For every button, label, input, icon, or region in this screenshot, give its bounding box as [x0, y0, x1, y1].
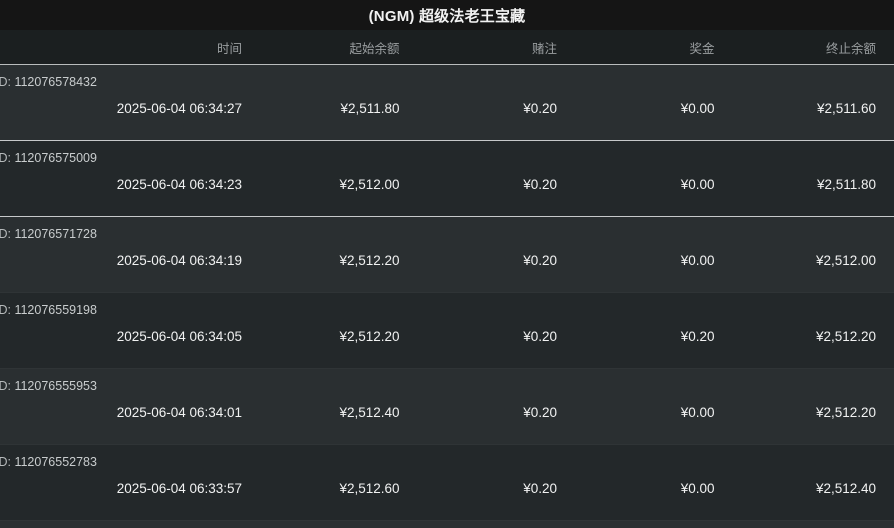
title-bar: (NGM) 超级法老王宝藏	[0, 0, 894, 30]
row-time: 2025-06-04 06:34:01	[116, 405, 243, 420]
row-starting-balance: ¥2,512.60	[339, 481, 400, 496]
row-time: 2025-06-04 06:33:57	[116, 481, 243, 496]
row-time: 2025-06-04 06:34:27	[116, 101, 243, 116]
row-id-label: ID:	[0, 455, 11, 469]
row-ending-balance: ¥2,512.20	[815, 329, 876, 344]
row-starting-balance: ¥2,512.20	[339, 253, 400, 268]
row-time: 2025-06-04 06:34:23	[116, 177, 243, 192]
row-bet: ¥0.20	[523, 405, 558, 420]
column-header-win: 奖金	[689, 41, 715, 56]
row-time: 2025-06-04 06:34:05	[116, 329, 243, 344]
table-row[interactable]: ID: 112076575009 2025-06-04 06:34:23 ¥2,51…	[0, 141, 894, 217]
row-win: ¥0.00	[680, 253, 715, 268]
row-values: 2025-06-04 06:34:23 ¥2,512.00 ¥0.20 ¥0.00 ¥2…	[0, 177, 880, 192]
row-id-label: ID:	[0, 303, 11, 317]
row-id-label: ID:	[0, 227, 11, 241]
row-bet: ¥0.20	[523, 253, 558, 268]
table-row[interactable]: ID: 112076578432 2025-06-04 06:34:27 ¥2,51…	[0, 65, 894, 141]
row-values: 2025-06-04 06:34:27 ¥2,511.80 ¥0.20 ¥0.00 ¥2…	[0, 101, 880, 116]
table-row[interactable]: ID: 112076571728 2025-06-04 06:34:19 ¥2,51…	[0, 217, 894, 293]
row-id: ID: 112076555953	[0, 379, 97, 393]
row-id-value: 112076578432	[14, 75, 97, 89]
table-row[interactable]	[0, 521, 894, 528]
row-bet: ¥0.20	[523, 177, 558, 192]
row-values: 2025-06-04 06:34:19 ¥2,512.20 ¥0.20 ¥0.00 ¥2…	[0, 253, 880, 268]
row-id-value: 112076575009	[14, 151, 97, 165]
column-header-starting-balance: 起始余额	[349, 41, 400, 56]
row-id: ID: 112076559198	[0, 303, 97, 317]
column-header-bet: 赌注	[532, 41, 558, 56]
row-id-value: 112076555953	[14, 379, 97, 393]
row-id-value: 112076552783	[14, 455, 97, 469]
row-id-label: ID:	[0, 151, 11, 165]
row-win: ¥0.00	[680, 405, 715, 420]
row-win: ¥0.00	[680, 177, 715, 192]
column-header-time: 时间	[217, 41, 243, 56]
row-ending-balance: ¥2,512.20	[815, 405, 876, 420]
row-ending-balance: ¥2,512.00	[815, 253, 876, 268]
row-starting-balance: ¥2,512.40	[339, 405, 400, 420]
table-row[interactable]: ID: 112076555953 2025-06-04 06:34:01 ¥2,51…	[0, 369, 894, 445]
row-ending-balance: ¥2,511.80	[816, 177, 876, 192]
column-header-ending-balance: 终止余额	[825, 41, 876, 56]
table-row[interactable]: ID: 112076552783 2025-06-04 06:33:57 ¥2,51…	[0, 445, 894, 521]
row-id-label: ID:	[0, 75, 11, 89]
page-title: (NGM) 超级法老王宝藏	[368, 7, 526, 25]
row-values: 2025-06-04 06:33:57 ¥2,512.60 ¥0.20 ¥0.00 ¥2…	[0, 481, 880, 496]
row-starting-balance: ¥2,512.00	[339, 177, 400, 192]
row-bet: ¥0.20	[523, 101, 558, 116]
row-id-value: 112076571728	[14, 227, 97, 241]
row-ending-balance: ¥2,511.60	[816, 101, 876, 116]
row-values: 2025-06-04 06:34:05 ¥2,512.20 ¥0.20 ¥0.20 ¥2…	[0, 329, 880, 344]
row-time: 2025-06-04 06:34:19	[116, 253, 243, 268]
row-win: ¥0.00	[680, 101, 715, 116]
row-win: ¥0.00	[680, 481, 715, 496]
row-starting-balance: ¥2,511.80	[340, 101, 400, 116]
row-id: ID: 112076571728	[0, 227, 97, 241]
row-id-label: ID:	[0, 379, 11, 393]
row-id-value: 112076559198	[14, 303, 97, 317]
row-bet: ¥0.20	[523, 329, 558, 344]
table-body[interactable]: ID: 112076578432 2025-06-04 06:34:27 ¥2,51…	[0, 65, 894, 528]
table-column-header: 时间 起始余额 赌注 奖金 终止余额	[0, 30, 894, 65]
row-bet: ¥0.20	[523, 481, 558, 496]
row-id: ID: 112076575009	[0, 151, 97, 165]
row-ending-balance: ¥2,512.40	[815, 481, 876, 496]
row-id: ID: 112076578432	[0, 75, 97, 89]
row-starting-balance: ¥2,512.20	[339, 329, 400, 344]
table-row[interactable]: ID: 112076559198 2025-06-04 06:34:05 ¥2,51…	[0, 293, 894, 369]
row-values: 2025-06-04 06:34:01 ¥2,512.40 ¥0.20 ¥0.00 ¥2…	[0, 405, 880, 420]
row-id: ID: 112076552783	[0, 455, 97, 469]
row-win: ¥0.20	[680, 329, 715, 344]
